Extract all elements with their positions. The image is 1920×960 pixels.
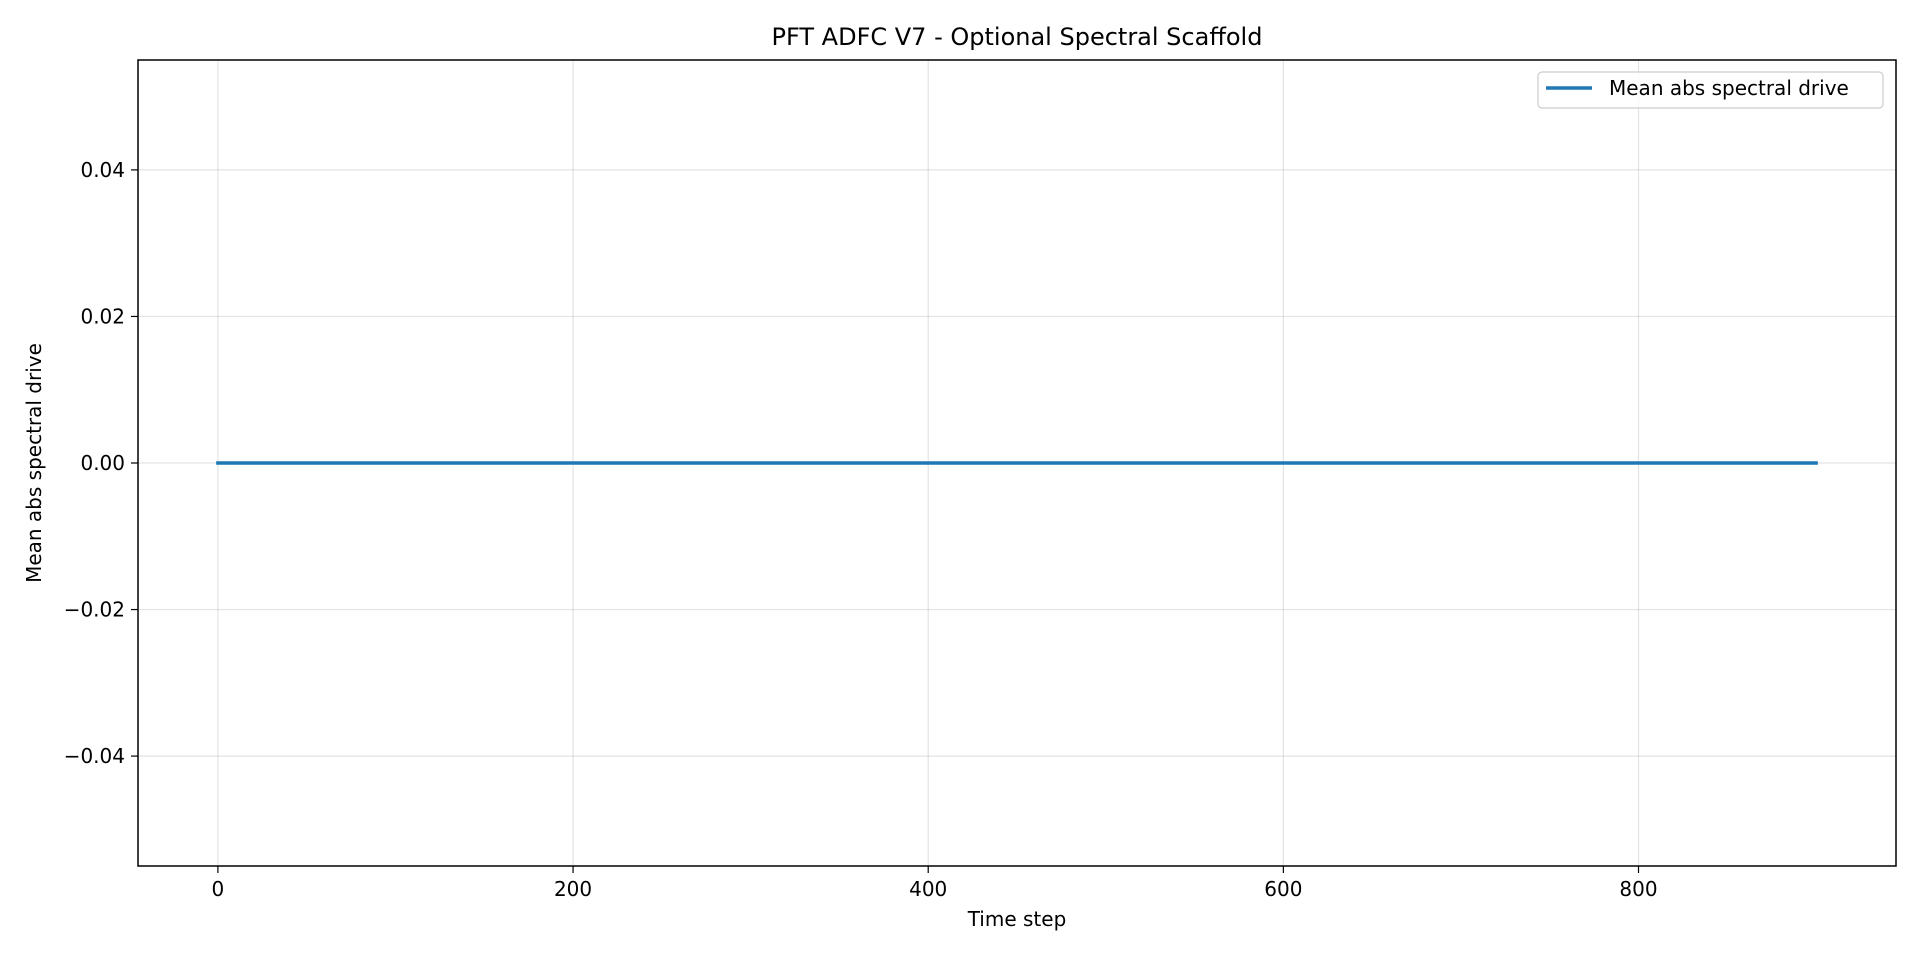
legend: Mean abs spectral drive — [1537, 71, 1884, 109]
y-tick-label: 0.04 — [80, 158, 125, 182]
legend-box — [1537, 71, 1884, 109]
y-tick-label: 0.00 — [80, 451, 125, 475]
legend-label: Mean abs spectral drive — [1609, 76, 1849, 100]
y-axis-label: Mean abs spectral drive — [22, 343, 46, 583]
x-tick-label: 600 — [1264, 877, 1302, 901]
x-axis-ticks: 0 200 400 600 800 — [212, 866, 1658, 901]
x-tick-label: 200 — [554, 877, 592, 901]
y-tick-label: 0.02 — [80, 304, 125, 328]
x-axis-label: Time step — [967, 907, 1067, 931]
y-tick-label: −0.04 — [64, 744, 125, 768]
x-tick-label: 0 — [212, 877, 225, 901]
x-tick-label: 400 — [909, 877, 947, 901]
y-tick-label: −0.02 — [64, 598, 125, 622]
y-axis-ticks: −0.04 −0.02 0.00 0.02 0.04 — [64, 158, 138, 768]
chart-title: PFT ADFC V7 - Optional Spectral Scaffold — [772, 23, 1263, 51]
x-tick-label: 800 — [1619, 877, 1657, 901]
